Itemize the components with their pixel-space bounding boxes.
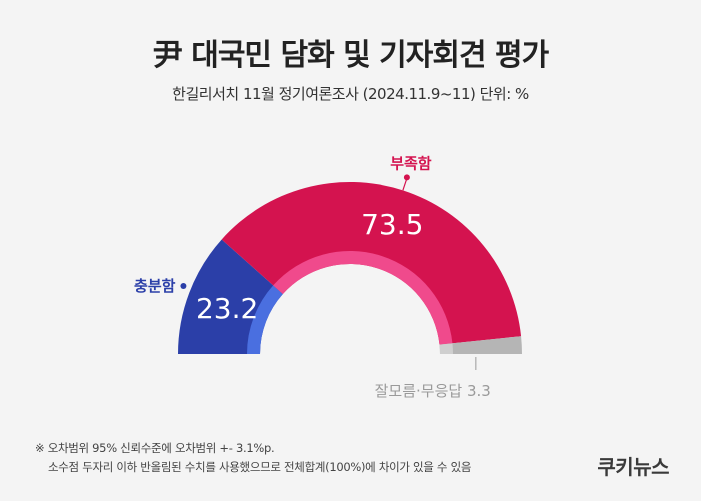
callout-dot-0 [180, 282, 187, 289]
callout-line-1 [402, 178, 408, 191]
callout-dot-1 [403, 174, 410, 181]
brand-logo: 쿠키뉴스 [597, 455, 669, 479]
category-label-1: 부족함 [390, 154, 432, 172]
category-label-0: 충분함 [134, 277, 176, 295]
data-label-0: 23.2 [196, 292, 258, 325]
footnote-margin-of-error: ※ 오차범위 95% 신뢰수준에 오차범위 +- 3.1%p. [35, 441, 275, 455]
data-label-1: 73.5 [361, 208, 423, 241]
slice-inner-band-0 [247, 285, 283, 354]
page-title: 尹 대국민 담화 및 기자회견 평가 [152, 38, 549, 73]
data-label-2: 3.3 [467, 382, 491, 400]
slice-inner-band-2 [439, 343, 453, 354]
category-name-2: 잘모름·무응답 [375, 382, 467, 400]
slice-2 [439, 336, 522, 354]
page-subtitle: 한길리서치 11월 정기여론조사 (2024.11.9~11) 단위: % [172, 85, 529, 103]
footnote-rounding: 소수점 두자리 이하 반올림된 수치를 사용했으므로 전체합계(100%)에 차… [48, 460, 472, 474]
slice-inner-band-1 [273, 251, 453, 345]
category-label-2: 잘모름·무응답 3.3 [375, 382, 491, 400]
